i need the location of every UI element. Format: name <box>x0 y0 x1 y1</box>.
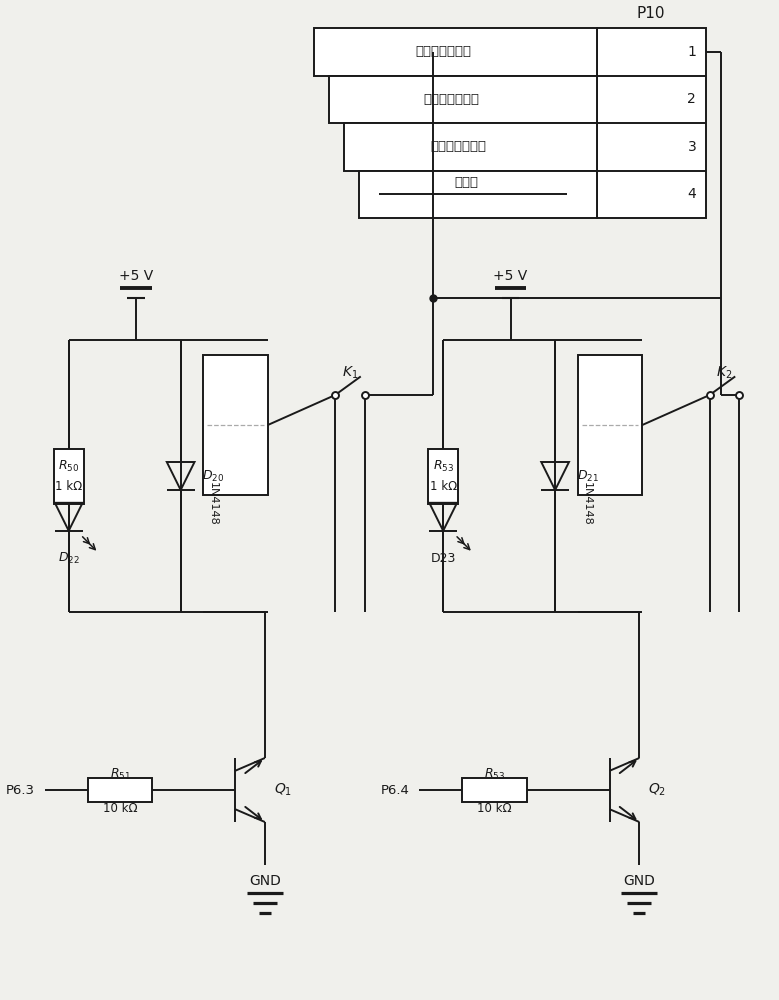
Text: GND: GND <box>249 874 280 888</box>
Text: $D_{22}$: $D_{22}$ <box>58 551 79 566</box>
Bar <box>344 123 597 170</box>
Text: 3: 3 <box>687 140 696 154</box>
Text: 4: 4 <box>687 187 696 201</box>
Text: $R_{51}$: $R_{51}$ <box>110 766 131 782</box>
Bar <box>203 355 268 495</box>
Text: $D_{20}$: $D_{20}$ <box>203 468 224 484</box>
Bar <box>330 76 597 123</box>
Text: +5 V: +5 V <box>493 269 527 283</box>
Text: 1N4148: 1N4148 <box>582 482 592 526</box>
Text: 2: 2 <box>687 92 696 106</box>
Text: $R_{53}$: $R_{53}$ <box>484 766 506 782</box>
Text: $R_{53}$: $R_{53}$ <box>432 458 453 474</box>
Text: 正转线（黑色）: 正转线（黑色） <box>416 45 471 58</box>
Text: P6.4: P6.4 <box>381 784 410 796</box>
Text: $Q_2$: $Q_2$ <box>648 782 666 798</box>
Text: $R_{50}$: $R_{50}$ <box>58 458 79 474</box>
Text: D23: D23 <box>431 552 456 565</box>
Bar <box>88 778 153 802</box>
Text: 绿色线: 绿色线 <box>454 176 478 189</box>
Text: P6.3: P6.3 <box>6 784 35 796</box>
Bar <box>54 448 83 504</box>
Text: 10 kΩ: 10 kΩ <box>103 802 138 814</box>
Bar <box>428 448 458 504</box>
Bar <box>463 778 527 802</box>
Text: P10: P10 <box>637 6 665 21</box>
Text: +5 V: +5 V <box>119 269 153 283</box>
Text: 1 kΩ: 1 kΩ <box>429 480 456 492</box>
Bar <box>315 28 597 76</box>
Text: $K_2$: $K_2$ <box>717 365 733 381</box>
Text: $Q_1$: $Q_1$ <box>273 782 292 798</box>
Text: $D_{21}$: $D_{21}$ <box>577 468 599 484</box>
Bar <box>359 170 597 218</box>
Bar <box>597 28 706 218</box>
Text: 1N4148: 1N4148 <box>207 482 217 526</box>
Text: GND: GND <box>623 874 655 888</box>
Text: 1: 1 <box>687 45 696 59</box>
Bar <box>578 355 643 495</box>
Text: 信号线（黄色）: 信号线（黄色） <box>423 93 479 106</box>
Text: 1 kΩ: 1 kΩ <box>55 480 83 492</box>
Text: 反转线（红色）: 反转线（红色） <box>431 140 487 153</box>
Text: $K_1$: $K_1$ <box>342 365 358 381</box>
Text: 10 kΩ: 10 kΩ <box>478 802 512 814</box>
